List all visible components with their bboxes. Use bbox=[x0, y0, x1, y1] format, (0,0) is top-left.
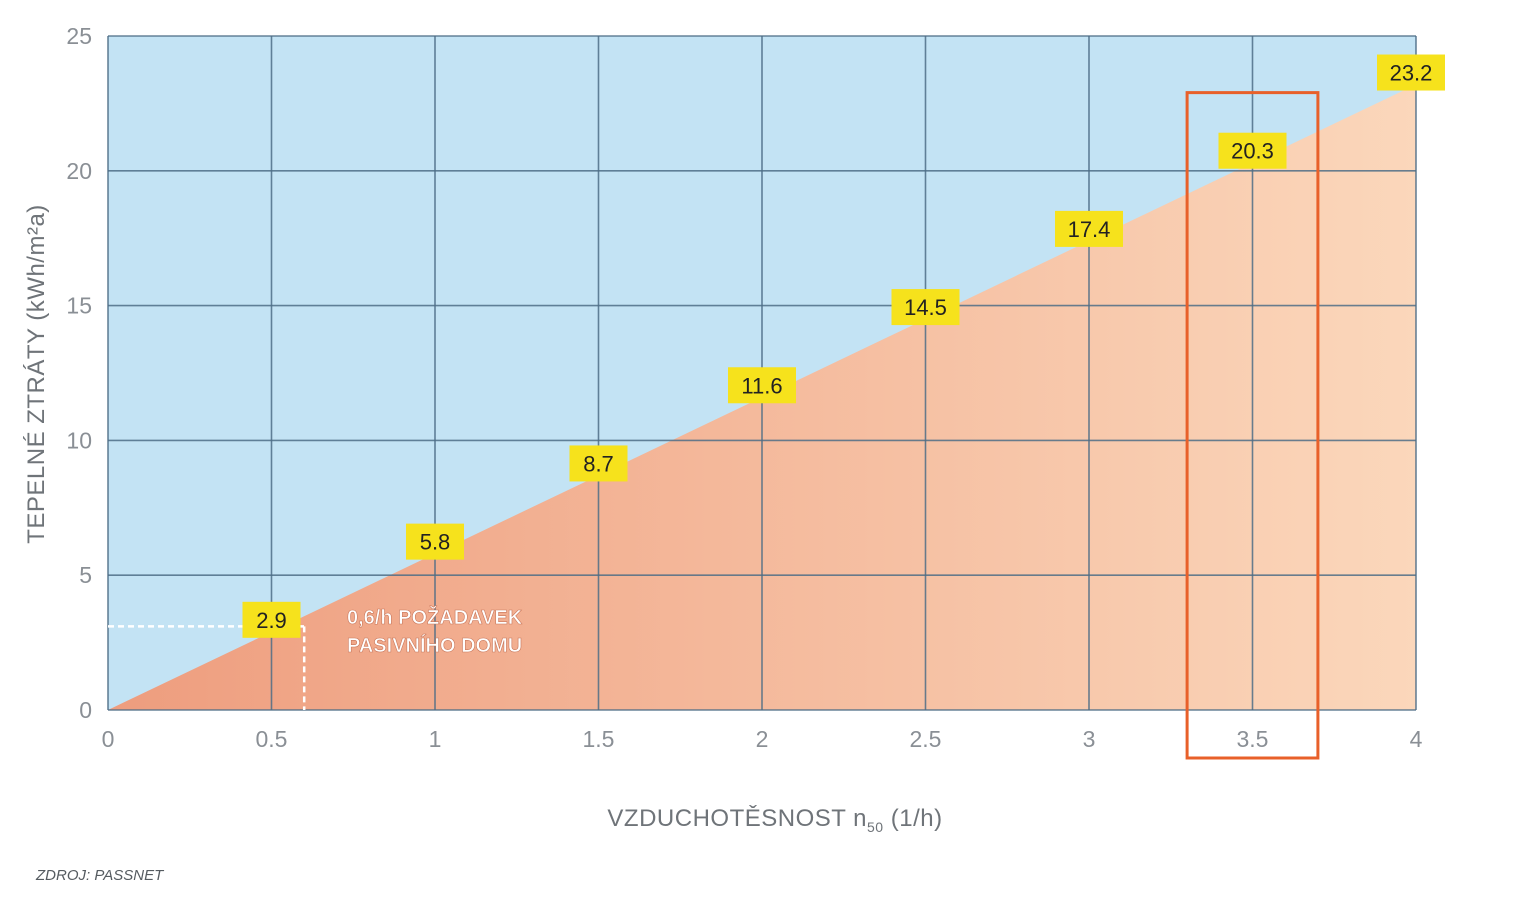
y-tick-label: 5 bbox=[79, 562, 92, 588]
data-label-text: 5.8 bbox=[420, 530, 451, 555]
x-tick-labels: 0 0.5 1 1.5 2 2.5 3 3.5 4 bbox=[102, 726, 1423, 752]
x-tick-label: 2 bbox=[756, 726, 769, 752]
data-label: 5.8 bbox=[406, 523, 464, 560]
highlight-box bbox=[1185, 91, 1320, 760]
data-label-box bbox=[569, 445, 628, 482]
x-axis-title-main: VZDUCHOTĚSNOST n bbox=[607, 805, 867, 832]
y-axis-title: TEPELNÉ ZTRÁTY (kWh/m²a) bbox=[23, 204, 50, 544]
y-tick-label: 10 bbox=[66, 427, 92, 453]
data-label: 11.6 bbox=[728, 367, 796, 404]
source-note: ZDROJ: PASSNET bbox=[35, 867, 165, 884]
y-axis-title-main: TEPELNÉ ZTRÁTY bbox=[23, 321, 50, 544]
y-tick-label: 25 bbox=[66, 23, 92, 49]
x-axis-title-unit: (1/h) bbox=[884, 805, 943, 832]
data-label-box bbox=[406, 523, 464, 560]
annotation-line: 0,6/h POŽADAVEK bbox=[347, 605, 523, 629]
data-label: 14.5 bbox=[891, 289, 960, 326]
data-labels: 2.9 5.8 8.7 11.6 14.5 17.4 20.3 23.2 bbox=[242, 54, 1445, 638]
x-tick-label: 4 bbox=[1410, 726, 1423, 752]
data-label: 8.7 bbox=[569, 445, 628, 482]
y-tick-labels: 0 5 10 15 20 25 bbox=[66, 23, 92, 723]
passive-house-annotation: 0,6/h POŽADAVEK PASIVNÍHO DOMU bbox=[347, 605, 523, 657]
x-tick-label: 0.5 bbox=[256, 726, 288, 752]
x-tick-label: 3.5 bbox=[1237, 726, 1269, 752]
data-label: 2.9 bbox=[242, 601, 301, 638]
data-label-box bbox=[891, 289, 960, 326]
data-label: 17.4 bbox=[1055, 210, 1123, 247]
data-label: 20.3 bbox=[1218, 132, 1287, 169]
data-label-text: 14.5 bbox=[904, 295, 947, 320]
x-tick-label: 1 bbox=[429, 726, 442, 752]
y-tick-label: 0 bbox=[79, 697, 92, 723]
x-axis-title-sub: 50 bbox=[867, 819, 884, 835]
data-label: 23.2 bbox=[1377, 54, 1445, 91]
x-tick-label: 2.5 bbox=[910, 726, 942, 752]
data-label-text: 20.3 bbox=[1231, 139, 1274, 164]
data-label-box bbox=[728, 367, 796, 404]
data-label-text: 17.4 bbox=[1068, 217, 1111, 242]
data-label-text: 8.7 bbox=[583, 451, 614, 476]
x-tick-label: 0 bbox=[102, 726, 115, 752]
data-label-box bbox=[1218, 132, 1287, 169]
y-axis-title-unit: (kWh/m²a) bbox=[23, 204, 50, 320]
x-axis-title: VZDUCHOTĚSNOST n50 (1/h) bbox=[607, 805, 942, 835]
x-tick-label: 3 bbox=[1083, 726, 1096, 752]
grid-lines bbox=[107, 35, 1417, 711]
annotation-line: PASIVNÍHO DOMU bbox=[347, 634, 522, 657]
data-label-text: 23.2 bbox=[1390, 61, 1433, 86]
x-tick-label: 1.5 bbox=[583, 726, 615, 752]
data-label-box bbox=[1377, 54, 1445, 91]
data-label-box bbox=[242, 601, 301, 638]
data-label-text: 2.9 bbox=[256, 608, 287, 633]
y-tick-label: 15 bbox=[66, 293, 92, 319]
data-label-text: 11.6 bbox=[741, 373, 782, 398]
data-label-box bbox=[1055, 210, 1123, 247]
y-tick-label: 20 bbox=[66, 158, 92, 184]
